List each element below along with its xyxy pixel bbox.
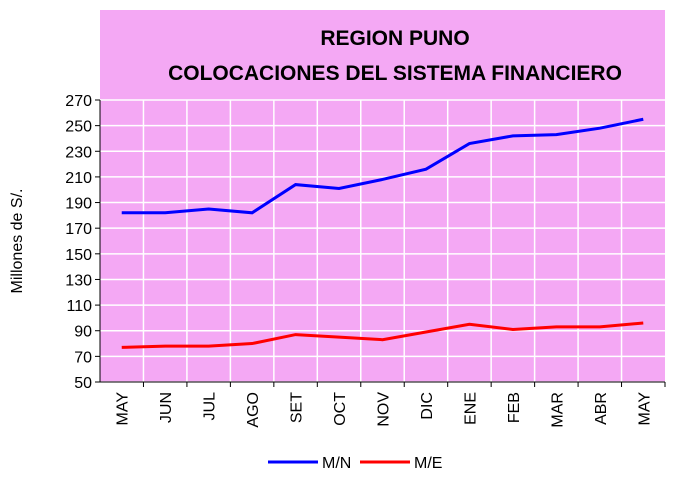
y-tick-label: 210: [65, 170, 92, 187]
y-tick-label: 230: [65, 144, 92, 161]
line-series: [121, 321, 644, 349]
line-series: [121, 117, 644, 215]
y-tick-label: 170: [65, 221, 92, 238]
x-tick-label: SET: [289, 392, 306, 423]
y-tick-label: 90: [74, 324, 92, 341]
y-tick-label: 130: [65, 272, 92, 289]
title-area: [100, 10, 665, 100]
y-tick-label: 190: [65, 196, 92, 213]
y-tick-label: 50: [74, 375, 92, 392]
x-tick-label: OCT: [332, 392, 349, 426]
x-tick-label: NOV: [376, 392, 393, 427]
y-tick-label: 250: [65, 119, 92, 136]
chart-title: REGION PUNO: [320, 27, 469, 50]
x-tick-label: JUN: [158, 392, 175, 423]
y-axis-label: Millones de S/.: [9, 189, 26, 294]
x-tick-label: ENE: [462, 392, 479, 425]
x-tick-label: JUL: [202, 392, 219, 421]
x-tick-label: MAY: [636, 392, 653, 426]
y-tick-label: 110: [66, 298, 92, 315]
x-tick-label: DIC: [419, 392, 436, 420]
x-tick-label: MAR: [549, 392, 566, 428]
legend-label: M/E: [414, 455, 442, 472]
x-tick-label: FEB: [506, 392, 523, 423]
y-tick-label: 150: [65, 247, 92, 264]
chart-title: COLOCACIONES DEL SISTEMA FINANCIERO: [168, 62, 622, 85]
x-tick-label: AGO: [245, 392, 262, 428]
x-tick-label: MAY: [115, 392, 132, 426]
y-tick-label: 70: [74, 349, 92, 366]
legend-label: M/N: [322, 455, 351, 472]
y-tick-label: 270: [65, 93, 92, 110]
plot-area: [100, 100, 665, 382]
x-tick-label: ABR: [593, 392, 610, 425]
